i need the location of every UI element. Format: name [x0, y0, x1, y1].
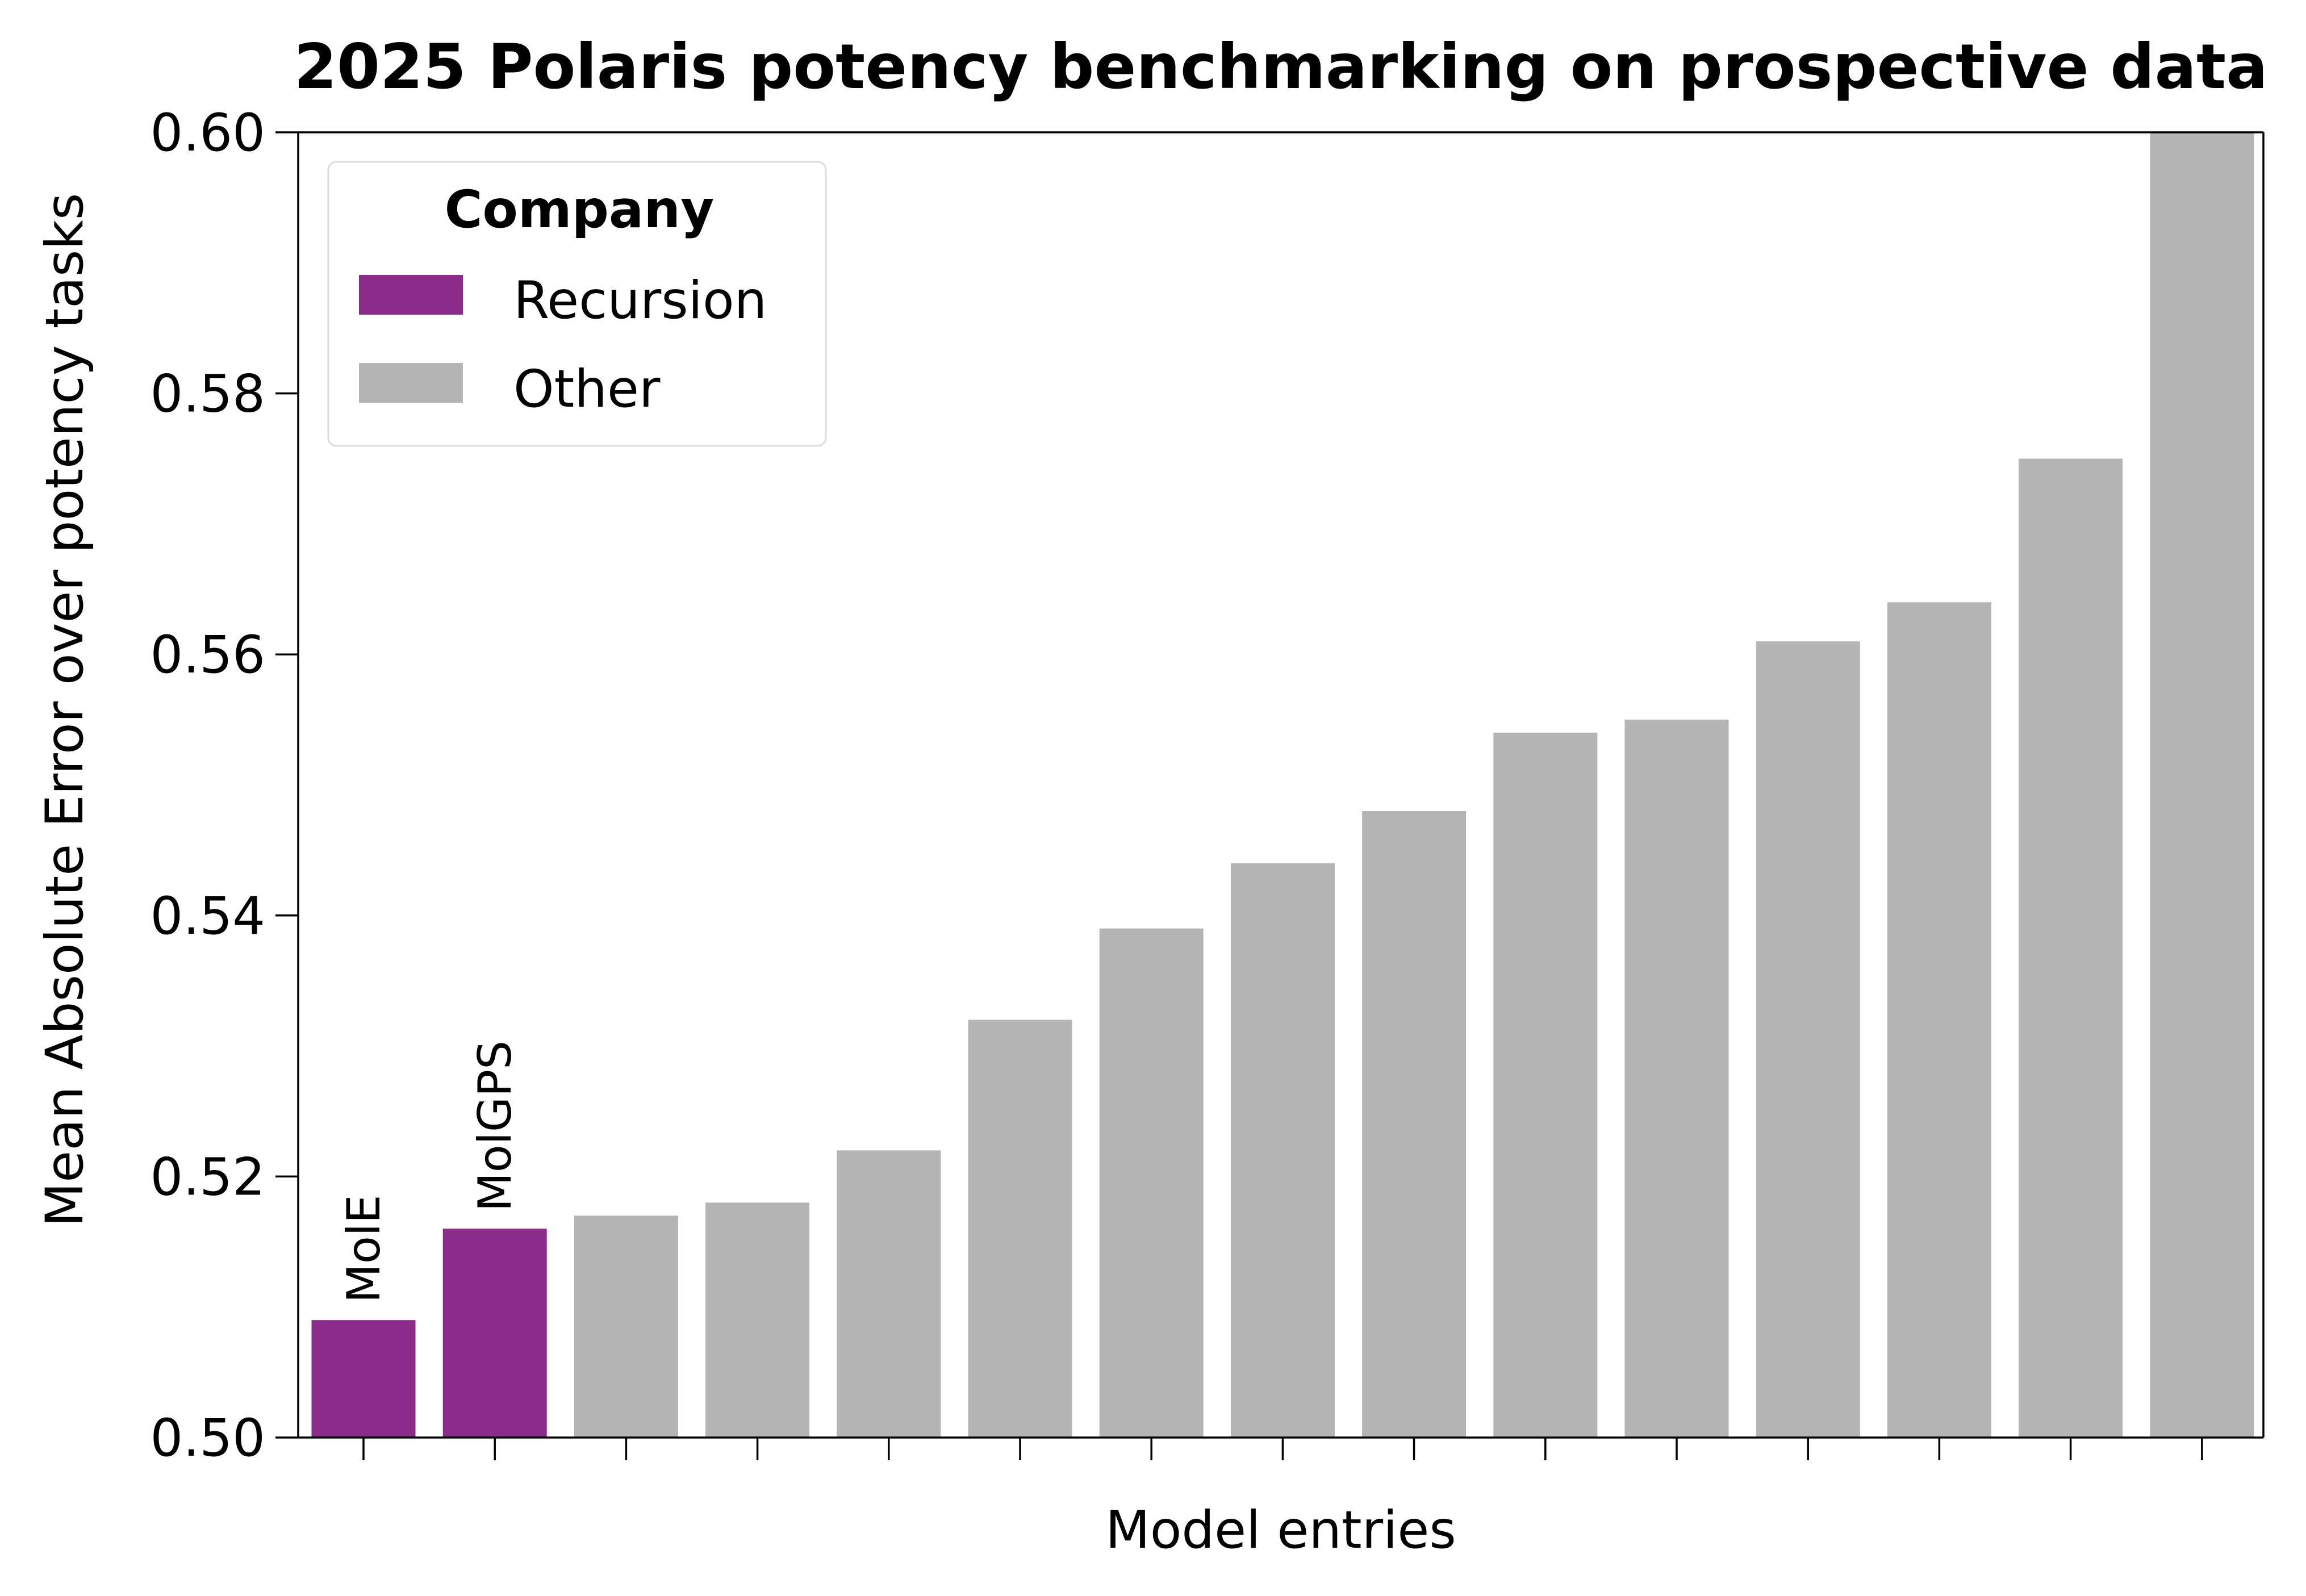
chart-title: 2025 Polaris potency benchmarking on pro…: [294, 31, 2267, 103]
x-axis-label: Model entries: [1105, 1501, 1456, 1560]
x-ticks: [362, 1438, 2203, 1460]
bar-10: [1493, 733, 1598, 1438]
y-tick-label-0.58: 0.58: [150, 365, 265, 424]
y-axis-label: Mean Absolute Error over potency tasks: [35, 193, 95, 1227]
y-tick-label-0.52: 0.52: [150, 1147, 265, 1207]
bar-5: [837, 1150, 941, 1438]
bar-9: [1362, 811, 1467, 1438]
legend-swatch-other: [359, 363, 463, 403]
legend: Company Recursion Other: [327, 161, 827, 447]
bar-2: [442, 1229, 547, 1438]
bar-1: [311, 1320, 416, 1438]
y-tick-label-0.54: 0.54: [150, 887, 265, 946]
legend-label-recursion: Recursion: [513, 271, 767, 331]
bar-8: [1230, 863, 1335, 1438]
bar-3: [574, 1215, 678, 1438]
y-tick-label-0.56: 0.56: [150, 625, 265, 685]
legend-swatch-recursion: [359, 275, 463, 315]
bar-6: [968, 1020, 1072, 1438]
bar-7: [1099, 928, 1204, 1438]
bar-14: [2019, 458, 2123, 1438]
legend-label-other: Other: [513, 360, 661, 419]
bar-label-molgps: MolGPS: [469, 1041, 521, 1211]
bar-label-mole: MolE: [337, 1194, 390, 1303]
legend-title: Company: [445, 180, 715, 240]
y-ticks: 0.50 0.52 0.54 0.56 0.58 0.60: [150, 103, 298, 1468]
bar-15: [2150, 132, 2254, 1438]
y-tick-label-0.50: 0.50: [150, 1409, 265, 1468]
bar-11: [1624, 720, 1729, 1438]
bars-group: MolE MolGPS: [311, 132, 2254, 1438]
bar-13: [1887, 602, 1991, 1438]
bar-12: [1756, 641, 1860, 1438]
bar-4: [705, 1202, 810, 1438]
y-tick-label-0.60: 0.60: [150, 103, 265, 163]
